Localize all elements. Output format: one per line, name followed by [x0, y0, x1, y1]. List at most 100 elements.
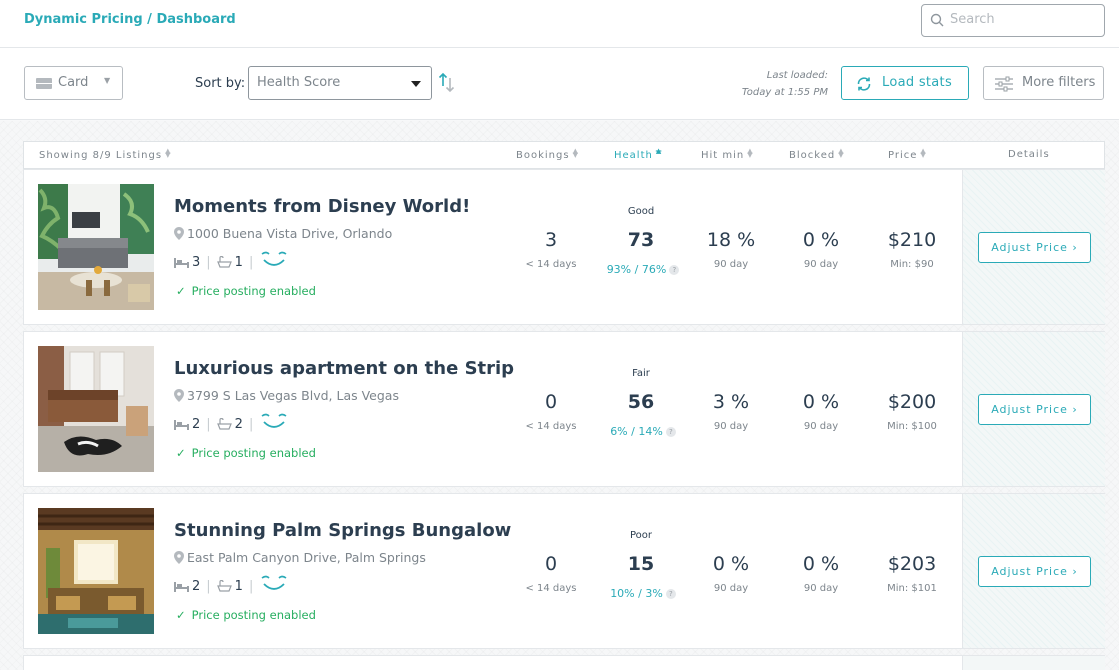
- check-icon: ✓: [176, 446, 186, 460]
- listing-title[interactable]: Stunning Palm Springs Bungalow: [174, 520, 512, 541]
- column-header-health[interactable]: Health ▲ ▔: [614, 147, 663, 162]
- bookings-value: 3: [544, 229, 558, 251]
- sort-direction-icon[interactable]: [438, 72, 456, 94]
- adjust-price-button[interactable]: Adjust Price ›: [978, 394, 1091, 425]
- help-icon[interactable]: ?: [669, 265, 680, 275]
- hit-min-value: 3 %: [712, 391, 750, 413]
- load-stats-label: Load stats: [882, 75, 953, 90]
- hit-min-period: 90 day: [713, 259, 749, 270]
- listing-address: East Palm Canyon Drive, Palm Springs: [174, 550, 426, 565]
- smile-icon: [261, 575, 287, 590]
- map-pin-icon: [174, 551, 184, 564]
- blocked-period: 90 day: [803, 259, 839, 270]
- chevron-right-icon: ›: [1072, 241, 1078, 254]
- blocked-cell: 0 % 90 day: [782, 553, 860, 594]
- adjust-price-button[interactable]: Adjust Price ›: [978, 556, 1091, 587]
- column-blocked-label: Blocked: [789, 150, 836, 161]
- listing-row: Moments from Disney World! 1000 Buena Vi…: [23, 169, 1105, 325]
- listing-photo[interactable]: [38, 508, 154, 634]
- price-min: Min: $101: [887, 583, 937, 594]
- sort-by-label: Sort by:: [195, 76, 246, 91]
- listing-address-text: 1000 Buena Vista Drive, Orlando: [187, 226, 393, 241]
- blocked-value: 0 %: [802, 553, 840, 575]
- health-breakdown-value: 10% / 3%: [610, 587, 663, 600]
- bath-icon: [216, 255, 232, 268]
- toolbar: Card ▼ Sort by: Health Score Last loaded…: [0, 48, 1119, 120]
- last-loaded-time: Today at 1:55 PM: [741, 87, 828, 98]
- listing-amenities: 2 | 2 |: [174, 412, 292, 432]
- divider: |: [248, 579, 254, 594]
- more-filters-label: More filters: [1022, 75, 1096, 90]
- health-breakdown-value: 93% / 76%: [606, 263, 667, 276]
- health-score: 56: [627, 391, 655, 413]
- load-stats-button[interactable]: Load stats: [841, 66, 969, 100]
- view-mode-value: Card: [58, 75, 89, 90]
- sort-by-select[interactable]: Health Score: [248, 66, 432, 100]
- help-icon[interactable]: ?: [665, 589, 676, 599]
- price-min: Min: $100: [887, 421, 937, 432]
- bed-count: 3: [192, 255, 201, 270]
- card-view-icon: [36, 78, 52, 89]
- column-bookings-label: Bookings: [516, 150, 570, 161]
- top-bar: Dynamic Pricing / Dashboard: [0, 0, 1119, 48]
- listing-row-partial: [23, 655, 1105, 670]
- breadcrumb[interactable]: Dynamic Pricing / Dashboard: [24, 12, 236, 27]
- help-icon[interactable]: ?: [665, 427, 676, 437]
- listings-table-header: Showing 8/9 Listings ▲ ▼ Bookings ▲ ▼ Health…: [23, 141, 1105, 169]
- price-value: $203: [887, 553, 937, 575]
- map-pin-icon: [174, 227, 184, 240]
- bookings-period: < 14 days: [525, 583, 577, 594]
- refresh-icon: [857, 77, 871, 91]
- column-header-blocked[interactable]: Blocked ▲ ▼: [789, 148, 845, 162]
- price-cell: $203 Min: $101: [872, 553, 952, 594]
- search-box[interactable]: [921, 4, 1105, 37]
- bookings-cell: 0 < 14 days: [512, 391, 590, 432]
- health-breakdown: 93% / 76%?: [594, 263, 692, 276]
- bookings-cell: 0 < 14 days: [512, 553, 590, 594]
- sort-icon: ▲ ▼: [920, 147, 927, 159]
- listing-title[interactable]: Luxurious apartment on the Strip: [174, 358, 515, 379]
- view-mode-select[interactable]: Card ▼: [24, 66, 123, 100]
- more-filters-button[interactable]: More filters: [983, 66, 1104, 100]
- bookings-period: < 14 days: [525, 259, 577, 270]
- sort-asc-icon: ▲ ▔: [655, 147, 663, 159]
- divider: |: [248, 255, 254, 270]
- listing-photo[interactable]: [38, 346, 154, 472]
- hit-min-cell: 18 % 90 day: [692, 229, 770, 270]
- column-header-listings[interactable]: Showing 8/9 Listings ▲ ▼: [39, 148, 171, 162]
- adjust-price-button[interactable]: Adjust Price ›: [978, 232, 1091, 263]
- bath-count: 2: [234, 417, 243, 432]
- health-breakdown: 6% / 14%?: [594, 425, 692, 438]
- column-header-details: Details: [1008, 149, 1050, 160]
- health-score: 15: [627, 553, 655, 575]
- listing-title[interactable]: Moments from Disney World!: [174, 196, 471, 217]
- bookings-value: 0: [544, 391, 558, 413]
- caret-down-icon: [411, 81, 421, 87]
- chevron-right-icon: ›: [1072, 403, 1078, 416]
- sliders-icon: [995, 76, 1013, 92]
- divider: |: [206, 417, 211, 432]
- column-header-price[interactable]: Price ▲ ▼: [888, 147, 927, 162]
- column-header-hit-min[interactable]: Hit min ▲ ▼: [701, 148, 754, 162]
- chevron-down-icon: ▼: [104, 76, 111, 85]
- health-breakdown-value: 6% / 14%: [610, 425, 663, 438]
- column-header-bookings[interactable]: Bookings ▲ ▼: [516, 148, 579, 162]
- price-posting-status: ✓ Price posting enabled: [176, 284, 316, 298]
- search-input[interactable]: [950, 12, 1100, 27]
- bed-count: 2: [192, 417, 201, 432]
- listing-address-text: East Palm Canyon Drive, Palm Springs: [187, 550, 426, 565]
- divider: |: [206, 579, 211, 594]
- hit-min-period: 90 day: [713, 583, 749, 594]
- divider: |: [206, 255, 211, 270]
- chevron-right-icon: ›: [1072, 565, 1078, 578]
- listing-photo[interactable]: [38, 184, 154, 310]
- health-tag: Poor: [629, 530, 653, 541]
- listing-amenities: 3 | 1 |: [174, 250, 292, 270]
- price-min: Min: $90: [890, 259, 934, 270]
- health-score: 73: [627, 229, 655, 251]
- bed-count: 2: [192, 579, 201, 594]
- bath-count: 1: [234, 255, 243, 270]
- bed-icon: [174, 582, 189, 592]
- adjust-price-label: Adjust Price: [991, 241, 1068, 254]
- blocked-cell: 0 % 90 day: [782, 391, 860, 432]
